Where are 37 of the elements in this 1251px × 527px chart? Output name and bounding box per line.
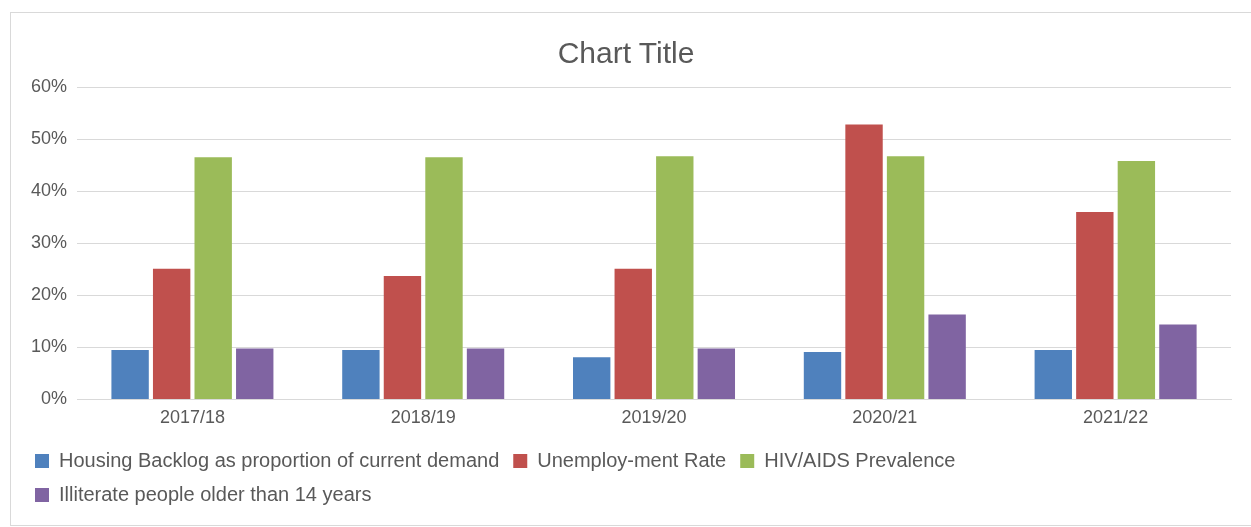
bar — [614, 268, 652, 399]
bar — [236, 348, 274, 399]
bar — [342, 349, 380, 399]
y-tick-label: 30% — [31, 232, 68, 253]
bar — [466, 348, 505, 399]
y-tick-label: 50% — [31, 128, 68, 149]
x-tick-label: 2018/19 — [390, 407, 456, 428]
y-tick-label: 40% — [31, 180, 68, 201]
x-tick-label: 2017/18 — [159, 407, 225, 428]
y-tick-label: 0% — [41, 388, 68, 409]
x-tick-label: 2020/21 — [852, 407, 918, 428]
bar — [656, 156, 694, 399]
legend-label: Housing Backlog as proportion of current demand — [59, 448, 500, 471]
legend-label: Illiterate people older than 14 years — [59, 482, 372, 505]
y-tick-label: 10% — [31, 336, 68, 357]
bar — [425, 157, 463, 399]
legend-label: HIV/AIDS Prevalence — [764, 448, 956, 471]
bar — [1076, 211, 1114, 399]
legend-label: Unemploy-ment Rate — [537, 448, 727, 471]
bar — [1117, 160, 1156, 399]
bar — [111, 349, 149, 399]
x-tick-label: 2021/22 — [1083, 407, 1149, 428]
bar — [803, 352, 842, 399]
bar — [383, 276, 422, 399]
y-tick-label: 20% — [31, 284, 68, 305]
bar — [1159, 324, 1197, 399]
bar — [845, 124, 883, 399]
bar — [152, 268, 191, 399]
bar — [194, 157, 232, 399]
y-tick-label: 60% — [31, 75, 68, 96]
bar — [928, 314, 966, 399]
bar — [886, 156, 925, 399]
bar — [573, 357, 611, 399]
chart-title: Chart Title — [557, 36, 695, 70]
x-tick-label: 2019/20 — [621, 407, 687, 428]
bar — [697, 348, 736, 399]
bar — [1034, 349, 1072, 399]
